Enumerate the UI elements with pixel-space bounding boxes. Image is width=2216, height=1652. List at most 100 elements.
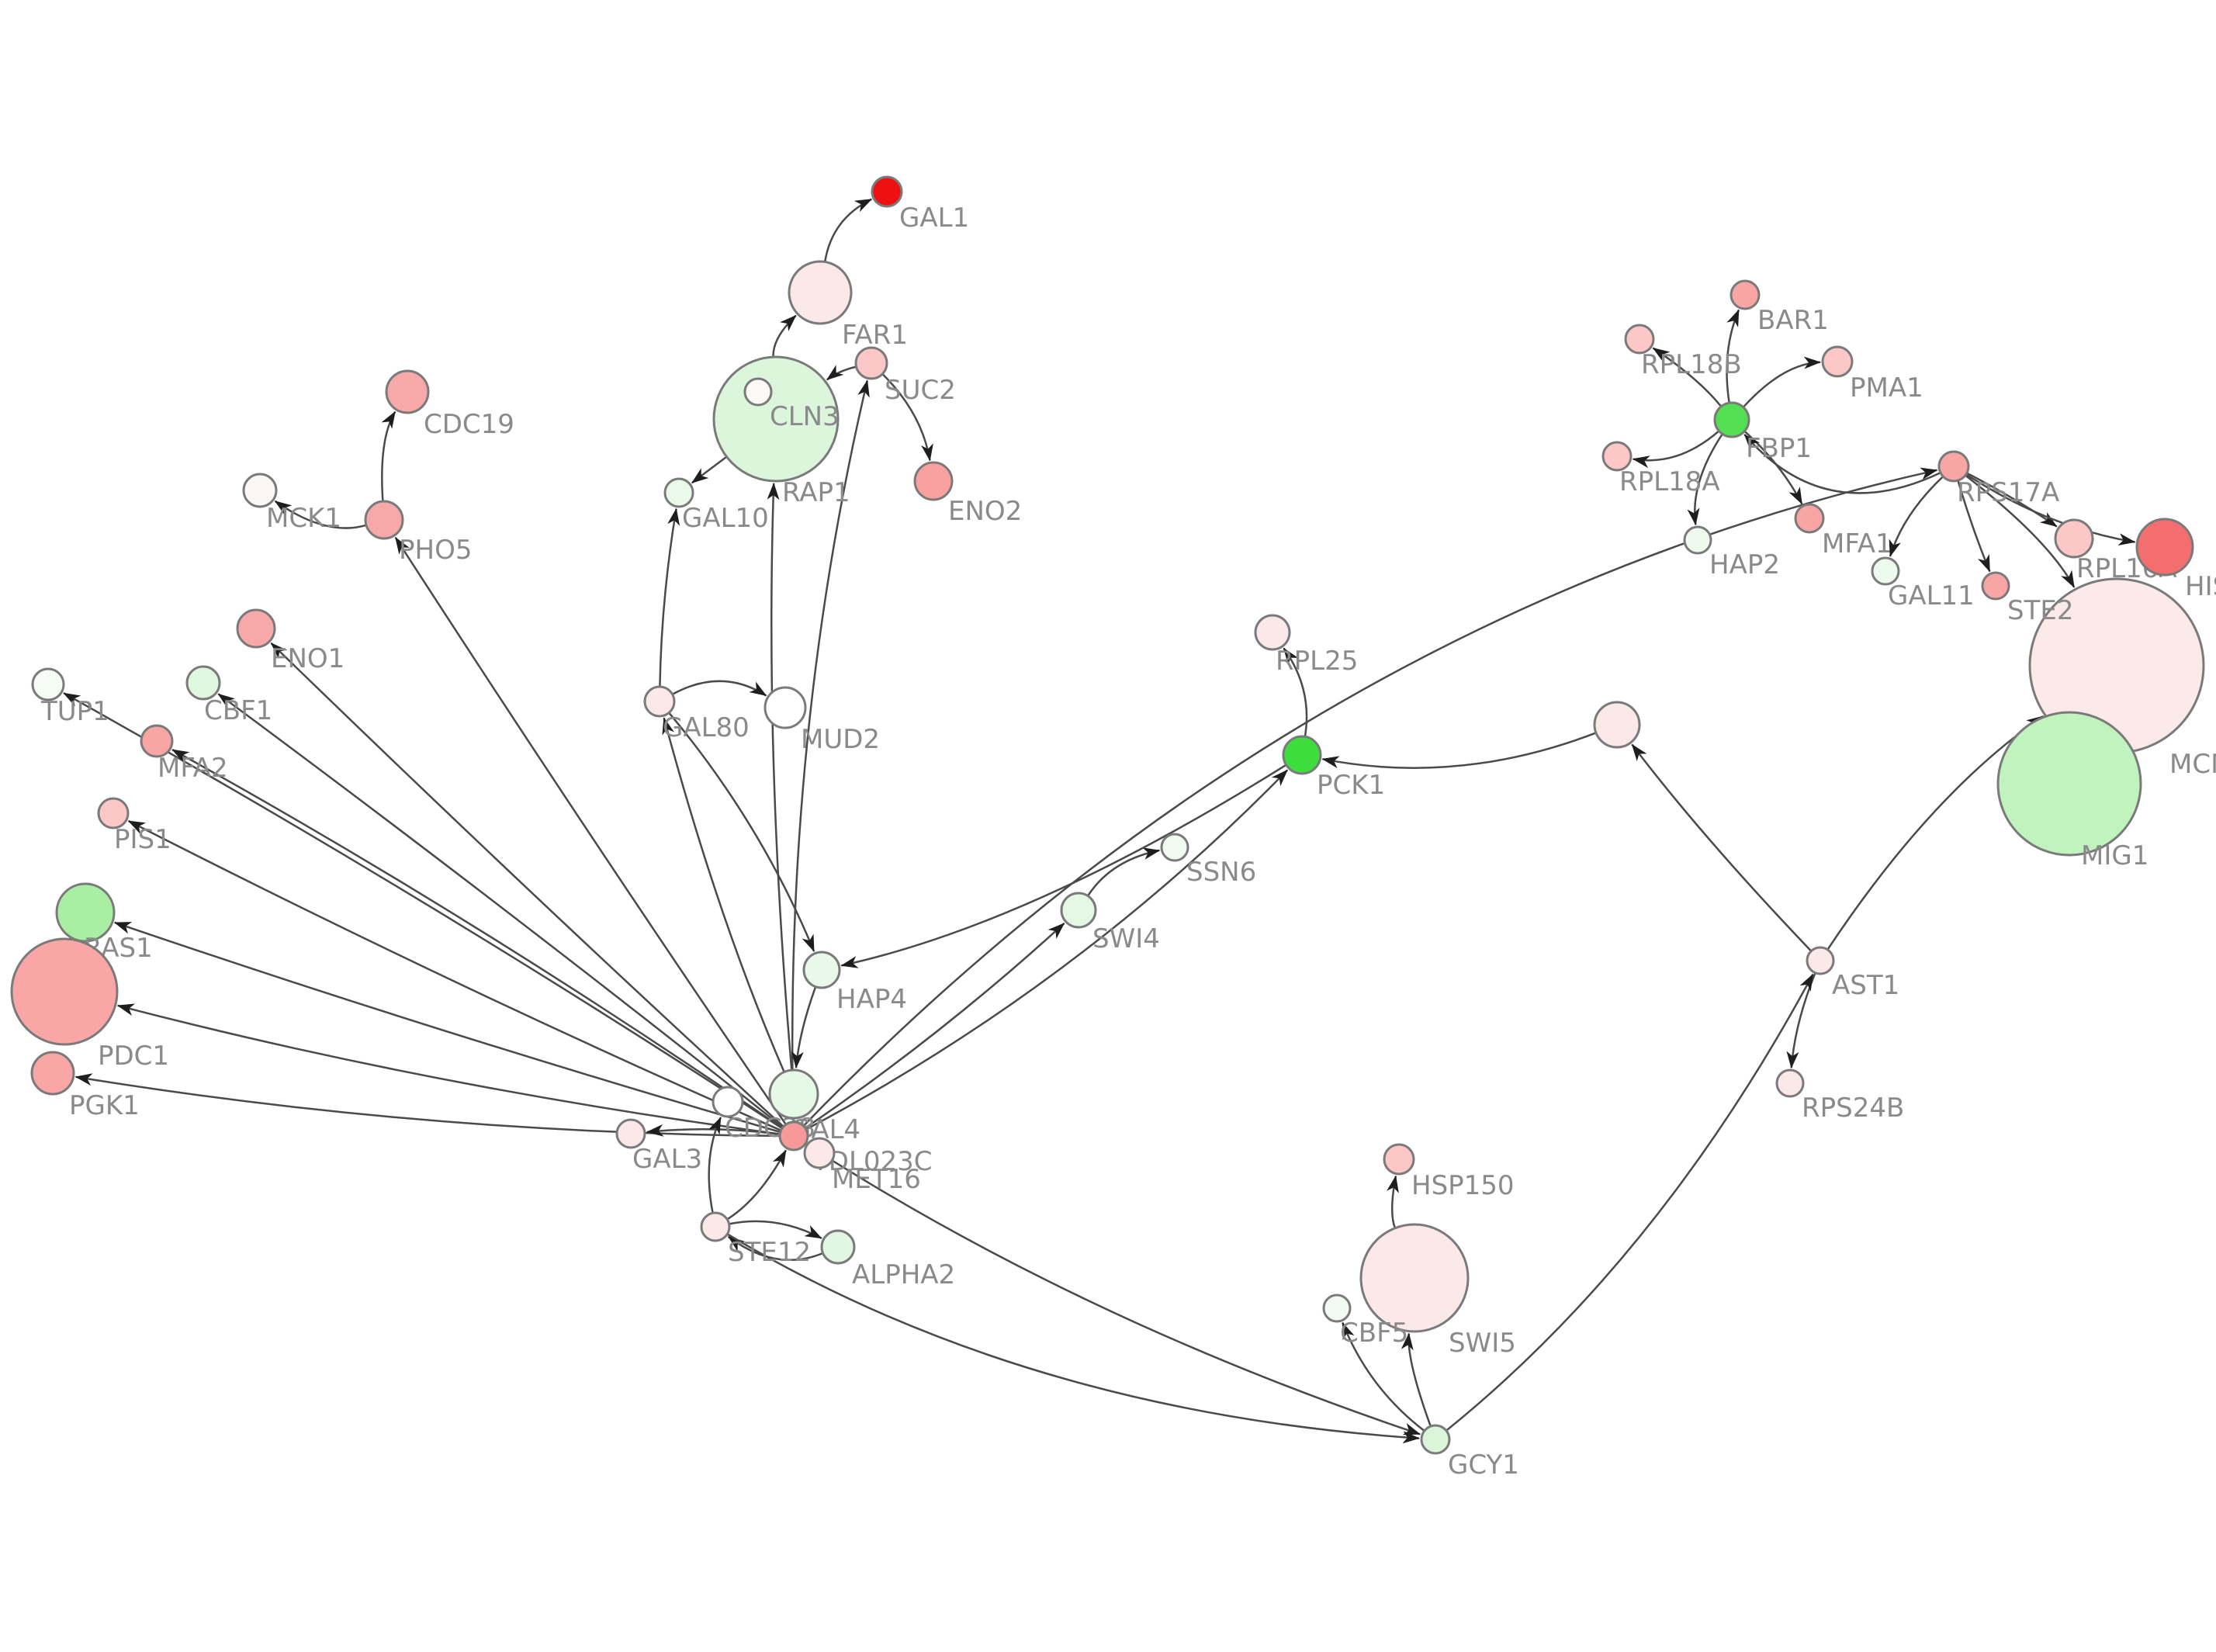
edge-GCY1-SWI5[interactable] xyxy=(1401,1332,1432,1427)
node-RPL16A[interactable] xyxy=(2054,518,2094,559)
node-RPL18B[interactable] xyxy=(1624,324,1655,355)
edge-ALPHA2-STE12[interactable] xyxy=(727,1235,824,1261)
node-GAL4[interactable] xyxy=(768,1068,819,1120)
edge-GAL80-HAP4[interactable] xyxy=(668,712,815,952)
node-FAR1[interactable] xyxy=(788,260,853,325)
node-RPS17A[interactable] xyxy=(1937,450,1970,483)
edge-SWI4-SSN6[interactable] xyxy=(1086,847,1161,897)
node-CDC19[interactable] xyxy=(385,369,430,414)
node-RPL18A[interactable] xyxy=(1601,441,1633,472)
edge-FBP1-PMA1[interactable] xyxy=(1742,356,1821,408)
node-CDC28[interactable] xyxy=(712,1086,744,1118)
edge-FBP1-HAP2[interactable] xyxy=(1687,433,1723,526)
edge-YDL023C-PHO5[interactable] xyxy=(394,536,787,1125)
node-GAL80[interactable] xyxy=(643,685,676,718)
node-SSN6[interactable] xyxy=(1160,833,1189,862)
node-PIS1[interactable] xyxy=(97,797,130,829)
node-MUD2[interactable] xyxy=(763,686,807,729)
edge-RAP1-FAR1[interactable] xyxy=(772,314,797,358)
edge-YDL023C-MFA2[interactable] xyxy=(171,749,783,1129)
edge-RPS17A-MCM1[interactable] xyxy=(1965,474,2076,588)
node-PHO5[interactable] xyxy=(364,500,404,540)
edge-PHO5-MCK1[interactable] xyxy=(274,500,367,529)
node-GCY1[interactable] xyxy=(1420,1424,1451,1455)
node-ENO1[interactable] xyxy=(236,608,276,649)
edge-YDL023C-RPS17A[interactable] xyxy=(802,467,1938,1127)
edge-STE12-GCY1[interactable] xyxy=(726,1233,1420,1444)
edge-GAL80-GAL10[interactable] xyxy=(659,507,680,687)
node-PMA1[interactable] xyxy=(1821,345,1854,378)
edge-FBP1-BAR1[interactable] xyxy=(1726,309,1740,403)
edge-STE12-CDC28[interactable] xyxy=(708,1117,722,1214)
edge-PCK1-RPL25[interactable] xyxy=(1283,647,1308,737)
edge-RPS17A-STE2[interactable] xyxy=(1957,480,1991,573)
edge-AST1-NODE_UNLABELED[interactable] xyxy=(1631,743,1813,952)
edge-YDL023C-SUC2[interactable] xyxy=(791,379,870,1123)
edge-YDL023C-PGK1[interactable] xyxy=(74,1073,781,1138)
node-PGK1[interactable] xyxy=(30,1051,75,1096)
edge-STE12-YDL023C[interactable] xyxy=(726,1149,787,1221)
node-STE12[interactable] xyxy=(700,1211,731,1242)
edge-NODE_UNLABELED-PCK1[interactable] xyxy=(1321,732,1597,769)
edge-RPS17A-GAL11[interactable] xyxy=(1889,476,1944,557)
node-NODE_UNLABELED[interactable] xyxy=(1593,701,1641,749)
edge-HAP4-GAL4[interactable] xyxy=(791,986,817,1069)
edge-YDL023C-TUP1[interactable] xyxy=(63,692,783,1130)
node-HAP2[interactable] xyxy=(1683,525,1712,555)
node-RAS1[interactable] xyxy=(55,882,116,943)
edge-FBP1-RPL18B[interactable] xyxy=(1652,347,1723,407)
node-CLN3[interactable] xyxy=(743,377,773,407)
node-YDL023C[interactable] xyxy=(778,1120,809,1152)
edge-YDL023C-GCY1[interactable] xyxy=(805,1142,1421,1436)
edge-YDL023C-SWI4[interactable] xyxy=(805,922,1065,1129)
node-HSP150[interactable] xyxy=(1383,1143,1415,1176)
node-SWI5[interactable] xyxy=(1359,1223,1470,1333)
node-PCK1[interactable] xyxy=(1282,735,1322,775)
node-GAL10[interactable] xyxy=(663,477,694,508)
edge-YDL023C-RAS1[interactable] xyxy=(113,921,781,1134)
edge-GAL4-GAL80[interactable] xyxy=(662,717,785,1073)
edge-PCK1-HAP4[interactable] xyxy=(840,764,1287,968)
edge-GCY1-AST1[interactable] xyxy=(1446,973,1814,1432)
edge-STE12-ALPHA2[interactable] xyxy=(729,1220,822,1239)
edge-GAL80-MUD2[interactable] xyxy=(671,680,767,697)
edge-YDL023C-PIS1[interactable] xyxy=(127,819,782,1131)
node-ALPHA2[interactable] xyxy=(820,1229,856,1265)
edge-GCY1-CBF5[interactable] xyxy=(1342,1321,1425,1432)
edge-FAR1-GAL1[interactable] xyxy=(823,198,873,262)
node-GAL1[interactable] xyxy=(871,175,903,208)
node-FBP1[interactable] xyxy=(1713,401,1750,438)
edge-YDL023C-CBF1[interactable] xyxy=(217,693,784,1128)
edge-RPS17A-RPL16A[interactable] xyxy=(1966,472,2058,528)
edge-YDL023C-ENO1[interactable] xyxy=(270,642,784,1127)
node-BAR1[interactable] xyxy=(1730,279,1761,310)
node-MIG1[interactable] xyxy=(1996,711,2142,857)
node-SUC2[interactable] xyxy=(854,346,888,380)
edge-SUC2-RAP1[interactable] xyxy=(826,365,857,381)
edge-SWI5-HSP150[interactable] xyxy=(1387,1175,1399,1229)
node-CBF1[interactable] xyxy=(185,665,221,701)
node-RPS24B[interactable] xyxy=(1775,1068,1805,1098)
node-GAL3[interactable] xyxy=(615,1118,646,1149)
edge-RPS17A-FBP1[interactable] xyxy=(1743,434,1941,494)
node-HIS4[interactable] xyxy=(2135,518,2194,577)
node-MET16[interactable] xyxy=(803,1137,836,1169)
node-GAL11[interactable] xyxy=(1871,556,1900,586)
node-TUP1[interactable] xyxy=(31,667,65,701)
node-MFA2[interactable] xyxy=(140,724,174,758)
node-MCK1[interactable] xyxy=(242,473,278,508)
node-STE2[interactable] xyxy=(1981,571,2010,601)
node-MFA1[interactable] xyxy=(1794,503,1825,534)
edge-AST1-RPS24B[interactable] xyxy=(1786,972,1816,1069)
node-SWI4[interactable] xyxy=(1060,892,1097,929)
edge-YDL023C-PDC1[interactable] xyxy=(116,1003,781,1135)
node-HAP4[interactable] xyxy=(802,951,841,989)
node-PDC1[interactable] xyxy=(10,937,119,1046)
edge-PHO5-CDC19[interactable] xyxy=(381,410,396,502)
edge-YDL023C-PCK1[interactable] xyxy=(805,769,1289,1131)
edge-SUC2-ENO2[interactable] xyxy=(881,373,933,462)
node-RPL25[interactable] xyxy=(1254,614,1291,651)
edge-RAP1-GAL10[interactable] xyxy=(691,455,728,484)
edge-GAL4-RAP1[interactable] xyxy=(767,483,793,1071)
node-AST1[interactable] xyxy=(1806,946,1835,975)
